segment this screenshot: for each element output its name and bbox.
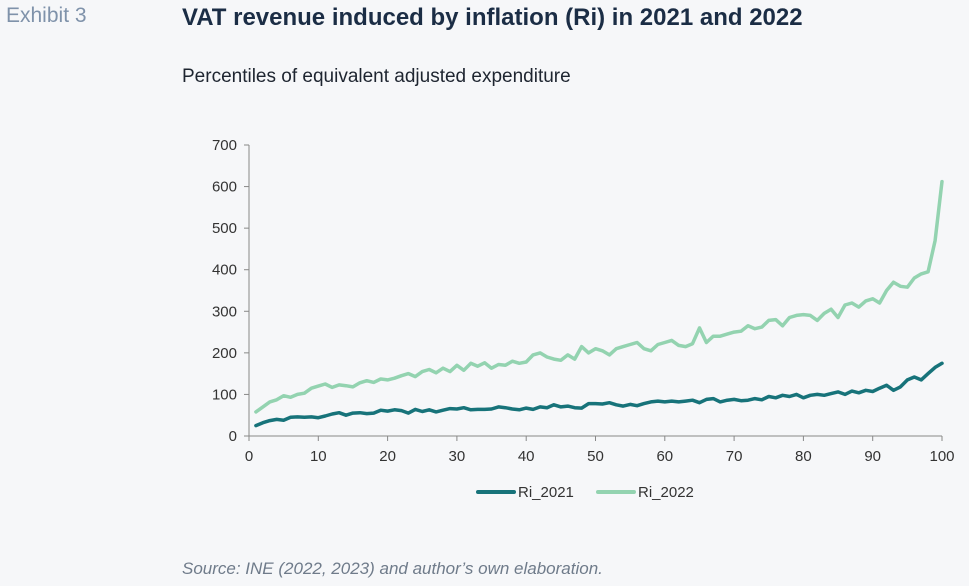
x-tick-label: 100 [929, 448, 954, 465]
exhibit-label: Exhibit 3 [6, 4, 87, 27]
y-tick-label: 0 [229, 428, 237, 445]
x-tick-label: 70 [726, 448, 743, 465]
x-tick-label: 0 [245, 448, 253, 465]
x-tick-label: 50 [587, 448, 604, 465]
y-tick-label: 600 [212, 179, 237, 196]
y-tick-label: 700 [212, 137, 237, 154]
y-tick-label: 400 [212, 262, 237, 279]
chart-legend: Ri_2021 Ri_2022 [476, 484, 694, 501]
x-tick-label: 30 [449, 448, 466, 465]
y-tick-label: 100 [212, 386, 237, 403]
y-tick-label: 500 [212, 220, 237, 237]
x-tick-label: 10 [310, 448, 327, 465]
y-tick-label: 300 [212, 303, 237, 320]
chart-axes: 0 100 200 300 400 500 600 700 0 10 20 30 40 50 60 70 80 9… [212, 137, 955, 465]
x-tick-label: 90 [864, 448, 881, 465]
x-tick-label: 60 [656, 448, 673, 465]
x-tick-label: 40 [518, 448, 535, 465]
source-note: Source: INE (2022, 2023) and author’s ow… [182, 559, 603, 578]
x-tick-label: 80 [795, 448, 812, 465]
chart-title: VAT revenue induced by inflation (Ri) in… [182, 4, 803, 31]
legend-label-ri-2021: Ri_2021 [518, 484, 574, 501]
series-line-ri-2021 [254, 361, 944, 428]
series-line-ri-2022 [254, 179, 944, 414]
x-tick-label: 20 [379, 448, 396, 465]
legend-label-ri-2022: Ri_2022 [638, 484, 694, 501]
chart-subtitle: Percentiles of equivalent adjusted expen… [182, 66, 571, 87]
chart-plot-area [254, 179, 944, 428]
y-tick-label: 200 [212, 345, 237, 362]
